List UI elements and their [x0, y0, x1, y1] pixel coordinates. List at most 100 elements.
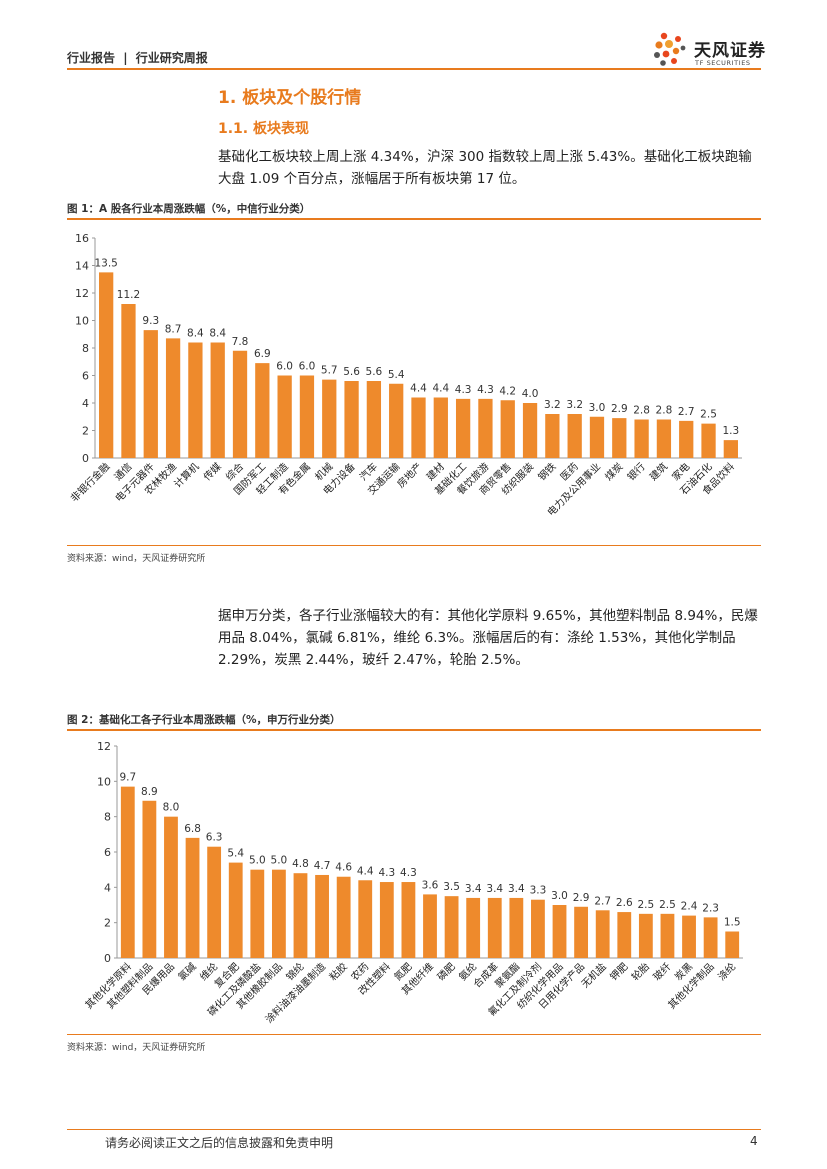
data-label-6: 5.4	[227, 848, 244, 860]
data-label-22: 3.2	[566, 399, 583, 411]
bar-14	[389, 383, 404, 458]
bar-24	[612, 418, 627, 458]
bar-10	[299, 375, 315, 458]
bar-26	[660, 913, 675, 958]
data-label-23: 2.7	[594, 895, 611, 907]
data-label-21: 3.2	[544, 399, 561, 411]
data-label-25: 2.8	[633, 405, 650, 417]
bar-22	[567, 414, 582, 458]
data-label-23: 3.0	[589, 402, 606, 414]
data-label-11: 4.6	[335, 862, 352, 874]
data-label-24: 2.6	[616, 897, 633, 909]
figure-2-source: 资料来源：wind，天风证券研究所	[67, 1043, 206, 1053]
header-report-type: 行业研究周报	[135, 51, 208, 65]
category-label-29: 涤纶	[715, 960, 738, 983]
data-label-16: 4.4	[432, 383, 449, 395]
data-label-27: 2.4	[681, 901, 698, 913]
brand-logo-icon	[654, 32, 686, 66]
data-label-2: 11.2	[117, 289, 140, 301]
data-label-29: 1.5	[724, 917, 741, 929]
bar-8	[255, 363, 270, 458]
figure-1-source: 资料来源：wind，天风证券研究所	[67, 554, 206, 564]
y-tick-label: 12	[97, 740, 111, 753]
page-number: 4	[750, 1134, 758, 1148]
bar-24	[617, 912, 632, 958]
bar-13	[366, 381, 382, 458]
data-label-9: 6.0	[276, 361, 293, 373]
category-label-11: 粘胶	[326, 960, 349, 983]
data-label-7: 7.8	[232, 336, 249, 348]
data-label-11: 5.7	[321, 365, 338, 377]
data-label-5: 8.4	[187, 328, 204, 340]
data-label-16: 3.5	[443, 881, 460, 893]
bar-19	[500, 400, 515, 458]
bar-9	[277, 375, 292, 458]
bar-27	[682, 915, 696, 958]
data-label-18: 3.4	[486, 883, 503, 895]
data-label-19: 3.4	[508, 883, 525, 895]
data-label-5: 6.3	[206, 832, 223, 844]
y-tick-label: 10	[75, 315, 89, 328]
paragraph-summary: 基础化工板块较上周上涨 4.34%，沪深 300 指数较上周上涨 5.43%。基…	[218, 149, 752, 187]
y-tick-label: 10	[97, 775, 111, 788]
category-label-23: 无机盐	[578, 960, 608, 990]
bar-28	[701, 423, 716, 458]
header-divider	[67, 68, 761, 70]
bar-21	[545, 414, 560, 458]
data-label-15: 3.6	[422, 879, 439, 891]
data-label-15: 4.4	[410, 383, 427, 395]
y-tick-label: 0	[104, 952, 111, 965]
brand-name-cn: 天风证券	[694, 41, 766, 61]
bar-7	[250, 869, 265, 958]
data-label-10: 4.7	[314, 860, 331, 872]
figure-2-bottom-rule	[67, 1034, 761, 1035]
category-label-25: 银行	[624, 460, 647, 483]
data-label-26: 2.8	[656, 405, 673, 417]
data-label-3: 8.0	[163, 802, 180, 814]
data-label-4: 8.7	[165, 323, 182, 335]
header-separator: |	[123, 51, 128, 65]
section-heading-1-1: 1.1. 板块表现	[218, 121, 309, 137]
data-label-13: 4.3	[378, 867, 395, 879]
bar-6	[210, 342, 225, 458]
data-label-10: 6.0	[299, 361, 316, 373]
bar-18	[478, 398, 493, 458]
bar-15	[423, 894, 437, 958]
bar-23	[595, 910, 610, 958]
data-label-21: 3.0	[551, 890, 568, 902]
bar-17	[466, 897, 481, 958]
bar-22	[574, 906, 589, 958]
figure-1-title: 图 1：A 股各行业本周涨跌幅（%，中信行业分类）	[67, 203, 311, 215]
data-label-1: 9.7	[119, 772, 136, 784]
y-tick-label: 4	[82, 397, 89, 410]
bar-5	[207, 846, 222, 958]
bar-3	[164, 816, 178, 958]
data-label-9: 4.8	[292, 858, 309, 870]
paragraph-subindustry: 据申万分类，各子行业涨幅较大的有：其他化学原料 9.65%，其他塑料制品 8.9…	[218, 608, 758, 668]
data-label-7: 5.0	[249, 855, 266, 867]
figure-1-bottom-rule	[67, 545, 761, 546]
y-tick-label: 14	[75, 260, 89, 273]
category-label-6: 传媒	[201, 461, 224, 484]
bar-3	[143, 330, 158, 458]
y-tick-label: 8	[104, 811, 111, 824]
bar-28	[703, 917, 718, 958]
y-tick-label: 2	[104, 917, 111, 930]
category-label-4: 氯碱	[175, 960, 198, 983]
y-tick-label: 0	[82, 452, 89, 465]
bar-16	[433, 397, 448, 458]
y-tick-label: 4	[104, 881, 111, 894]
category-label-21: 钢铁	[535, 460, 558, 483]
bar-27	[679, 420, 694, 458]
header-category: 行业报告	[67, 51, 116, 65]
category-label-24: 钾肥	[607, 960, 630, 983]
y-tick-label: 8	[82, 342, 89, 355]
bar-7	[232, 350, 248, 458]
figure-2-chart: 0246810129.7其他化学原料8.9其他塑料制品8.0民爆用品6.8氯碱6…	[82, 740, 743, 1026]
data-label-14: 5.4	[388, 369, 405, 381]
bar-21	[552, 905, 567, 958]
data-label-17: 4.3	[455, 384, 472, 396]
category-label-15: 房地产	[394, 460, 424, 490]
data-label-1: 13.5	[94, 257, 117, 269]
data-label-12: 4.4	[357, 865, 374, 877]
